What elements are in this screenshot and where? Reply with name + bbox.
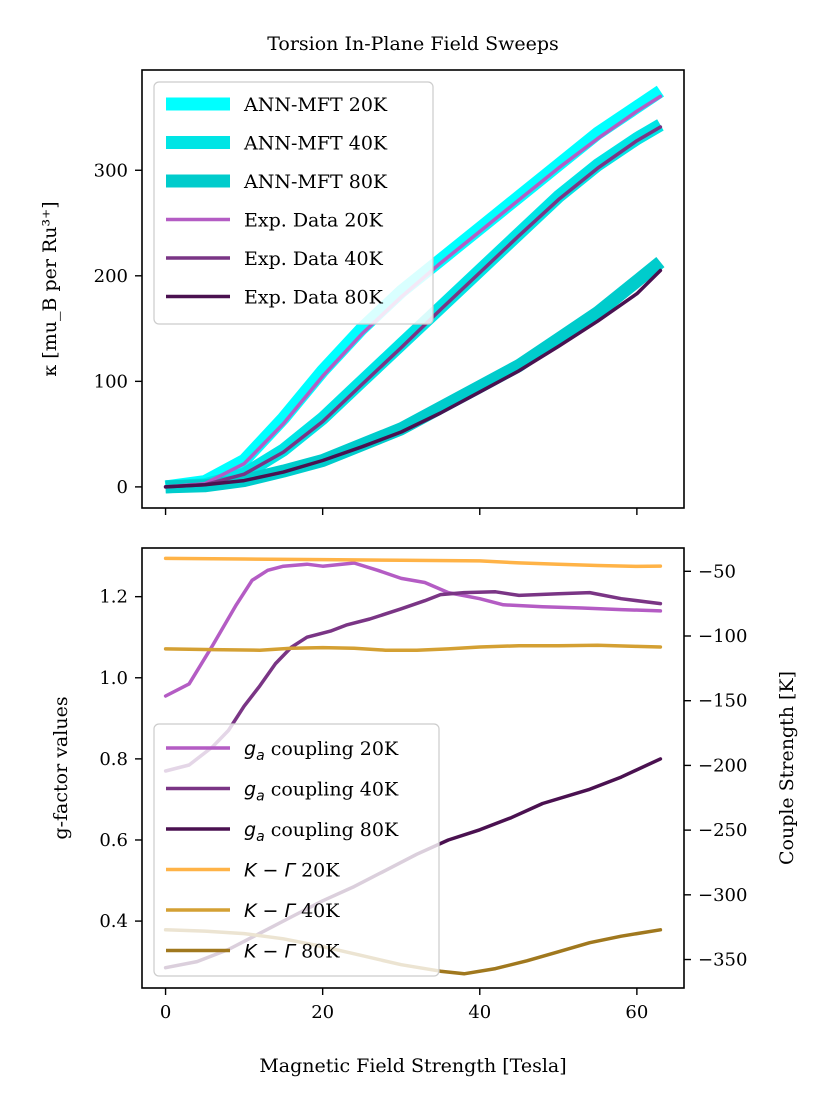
bottom-right-y-tick-label: −100: [698, 626, 747, 647]
top-series-line-5: [163, 268, 663, 489]
top-legend: ANN-MFT 20K ANN-MFT 40K ANN-MFT 80K Exp. Da…: [153, 81, 434, 325]
bottom-series-line-4: [163, 643, 663, 652]
bottom-left-y-tick-label: 0.6: [99, 830, 128, 851]
bottom-series-line-3: [163, 556, 663, 569]
x-tick-label: 0: [160, 1002, 171, 1023]
bottom-left-y-axis-label: g-factor values: [50, 696, 72, 839]
bottom-legend-label-3: K − Γ 20K: [244, 860, 340, 882]
bottom-left-y-tick-label: 1.2: [99, 587, 128, 608]
bottom-right-y-tick-label: −250: [698, 820, 747, 841]
top-legend-label-5: Exp. Data 80K: [244, 287, 384, 309]
x-tick-label: 60: [625, 1002, 648, 1023]
top-y-tick-label: 0: [117, 477, 128, 498]
top-series-line-4: [163, 125, 663, 489]
top-y-axis-label: κ [mu_B per Ru³⁺]: [39, 201, 61, 376]
top-legend-label-2: ANN-MFT 80K: [243, 171, 388, 193]
bottom-legend-label-1: ga coupling 40K: [244, 779, 399, 805]
bottom-right-y-axis-label: Couple Strength [K]: [776, 671, 798, 865]
bottom-series-line-1: [163, 590, 663, 773]
top-legend-label-1: ANN-MFT 40K: [243, 133, 388, 155]
x-tick-label: 20: [311, 1002, 334, 1023]
bottom-left-y-tick-label: 0.8: [99, 749, 128, 770]
bottom-plot-area: 0.4 0.6 0.8 1.0 1.2 −50 −100 −150 −200 −250 −300 −3…: [50, 547, 798, 1023]
bottom-right-y-tick-label: −350: [698, 950, 747, 971]
bottom-legend-label-4: K − Γ 40K: [244, 900, 340, 922]
top-legend-label-0: ANN-MFT 20K: [243, 94, 388, 116]
bottom-legend-label-0: ga coupling 20K: [244, 738, 399, 764]
bottom-left-y-tick-label: 0.4: [99, 911, 128, 932]
bottom-right-y-tick-label: −200: [698, 755, 747, 776]
bottom-legend-box: [153, 723, 440, 977]
top-plot-frame: [141, 69, 685, 509]
bottom-right-y-tick-label: −300: [698, 885, 747, 906]
bottom-plot-frame: [141, 547, 685, 989]
bottom-right-y-tick-label: −50: [698, 561, 736, 582]
bottom-left-y-tick-label: 1.0: [99, 668, 128, 689]
top-y-tick-label: 200: [94, 266, 128, 287]
x-axis-label: Magnetic Field Strength [Tesla]: [259, 1055, 566, 1077]
bottom-legend: ga coupling 20K ga coupling 40K ga couplin…: [153, 723, 440, 977]
top-legend-label-4: Exp. Data 40K: [244, 248, 384, 270]
top-legend-label-3: Exp. Data 20K: [244, 210, 384, 232]
bottom-legend-label-2: ga coupling 80K: [244, 819, 399, 845]
x-tick-label: 40: [468, 1002, 491, 1023]
top-y-tick-label: 100: [94, 371, 128, 392]
top-y-tick-label: 300: [94, 160, 128, 181]
chart-title: Torsion In-Plane Field Sweeps: [267, 33, 559, 55]
bottom-right-y-tick-label: −150: [698, 691, 747, 712]
bottom-legend-label-5: K − Γ 80K: [244, 941, 340, 963]
bottom-series-line-0: [163, 561, 663, 698]
